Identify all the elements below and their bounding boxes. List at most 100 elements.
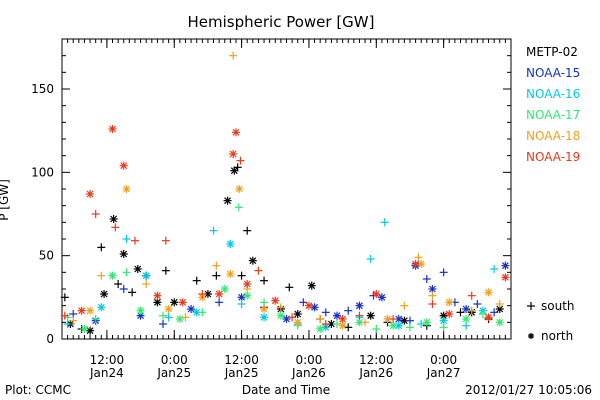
legend-marker-label-south: south <box>541 299 575 313</box>
south-point-noaa-18 <box>316 315 325 323</box>
x-tick-time-label: 0:00 <box>295 353 322 367</box>
data-points <box>60 51 510 335</box>
star-stroke <box>142 272 150 280</box>
north-point-noaa-19 <box>86 190 95 198</box>
x-tick-time-label: 12:00 <box>359 353 394 367</box>
south-point-noaa-16 <box>380 218 389 227</box>
star-stroke <box>193 308 201 316</box>
north-point-noaa-18 <box>86 306 95 315</box>
south-point-noaa-17 <box>439 323 448 332</box>
south-point-noaa-19 <box>161 236 170 245</box>
star-stroke <box>462 305 470 313</box>
star-stroke <box>378 293 386 301</box>
star-stroke <box>243 292 251 300</box>
north-point-metp-02 <box>307 281 316 290</box>
north-point-metp-02 <box>495 305 504 313</box>
plot-credit: Plot: CCMC <box>5 383 71 397</box>
south-point-noaa-15 <box>344 306 353 315</box>
star-stroke <box>229 150 237 158</box>
south-point-noaa-15 <box>490 308 499 317</box>
south-point-noaa-19 <box>389 315 398 323</box>
y-tick-label: 150 <box>31 82 54 96</box>
y-tick-label: 50 <box>39 249 54 263</box>
star-stroke <box>170 298 178 306</box>
north-point-noaa-17 <box>462 315 471 323</box>
north-point-metp-02 <box>133 265 142 273</box>
south-point-noaa-15 <box>321 308 330 317</box>
star-stroke <box>226 270 234 278</box>
star-stroke <box>485 313 492 321</box>
north-point-noaa-18 <box>164 305 173 313</box>
north-point-noaa-16 <box>97 303 106 312</box>
north-point-noaa-16 <box>142 271 151 280</box>
star-stroke <box>423 318 431 326</box>
north-point-noaa-16 <box>260 313 269 322</box>
south-point-noaa-19 <box>198 290 207 298</box>
star-stroke <box>165 305 173 313</box>
north-point-noaa-19 <box>271 296 280 305</box>
north-point-noaa-17 <box>108 271 117 280</box>
star-stroke <box>153 298 161 306</box>
star-stroke <box>109 272 116 280</box>
star-stroke <box>187 305 195 313</box>
star-stroke <box>440 317 448 325</box>
south-point-noaa-18 <box>414 253 423 262</box>
north-point-noaa-18 <box>293 318 302 327</box>
star-stroke <box>528 333 534 339</box>
star-stroke <box>501 273 509 281</box>
star-stroke <box>249 257 257 265</box>
south-point-noaa-15 <box>405 316 414 325</box>
north-point-noaa-19 <box>304 301 313 310</box>
star-stroke <box>204 290 212 298</box>
south-point-noaa-15 <box>215 298 224 307</box>
north-point-noaa-19 <box>108 125 117 133</box>
x-tick-time-label: 12:00 <box>90 353 125 367</box>
south-point-noaa-18 <box>142 280 151 288</box>
star-stroke <box>226 240 234 248</box>
south-point-metp-02 <box>285 283 294 292</box>
star-stroke <box>86 307 94 315</box>
south-point-noaa-17 <box>234 203 243 212</box>
south-point-noaa-19 <box>428 300 437 308</box>
south-point-noaa-18 <box>212 261 221 270</box>
north-point-noaa-19 <box>411 260 420 268</box>
south-point-metp-02 <box>192 276 201 285</box>
x-tick-time-label: 0:00 <box>430 353 457 367</box>
south-point-metp-02 <box>161 266 170 275</box>
star-stroke <box>123 185 130 193</box>
north-point-noaa-19 <box>243 280 252 288</box>
south-point-noaa-15 <box>299 298 308 307</box>
north-point-metp-02 <box>170 298 179 307</box>
north-point-noaa-19 <box>445 310 454 318</box>
legend-marker-south <box>527 302 535 310</box>
south-point-noaa-19 <box>60 311 69 320</box>
x-tick-time-label: 0:00 <box>161 353 188 367</box>
legend-entry-noaa-17: NOAA-17 <box>526 108 580 122</box>
star-stroke <box>294 318 302 326</box>
star-stroke <box>260 305 268 313</box>
south-point-noaa-18 <box>428 291 437 300</box>
south-point-noaa-19 <box>130 236 139 245</box>
south-point-noaa-18 <box>97 271 106 280</box>
y-tick-label: 0 <box>46 332 54 346</box>
south-point-noaa-16 <box>417 320 426 328</box>
south-point-noaa-19 <box>254 266 263 275</box>
axes-layer: 05010015012:00Jan240:00Jan2512:00Jan250:… <box>31 38 512 380</box>
star-stroke <box>395 322 403 330</box>
south-point-metp-02 <box>260 276 269 285</box>
legend-marker-north <box>528 333 534 339</box>
south-point-metp-02 <box>97 243 106 252</box>
north-point-noaa-19 <box>77 306 86 315</box>
north-point-noaa-15 <box>355 301 364 310</box>
star-stroke <box>97 303 105 311</box>
north-point-noaa-15 <box>462 305 471 313</box>
legend-entry-noaa-15: NOAA-15 <box>526 66 580 80</box>
south-point-noaa-16 <box>490 265 499 273</box>
star-stroke <box>305 302 313 310</box>
x-axis-label: Date and Time <box>242 383 330 397</box>
north-point-noaa-19 <box>372 290 381 298</box>
chart-title: Hemispheric Power [GW] <box>188 13 375 31</box>
star-stroke <box>308 282 316 290</box>
star-stroke <box>339 322 347 330</box>
north-point-metp-02 <box>100 290 109 298</box>
